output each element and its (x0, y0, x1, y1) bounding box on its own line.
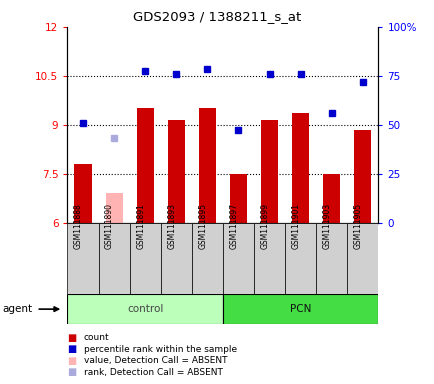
Bar (230, 174, 247, 223)
Bar (260, 120, 277, 223)
Bar (136, 109, 153, 223)
Bar (105, 194, 122, 223)
Text: ■: ■ (67, 367, 76, 377)
Text: GSM111905: GSM111905 (353, 203, 362, 249)
Text: GSM111891: GSM111891 (136, 204, 145, 249)
Text: GSM111901: GSM111901 (291, 203, 300, 249)
Bar (222, 223, 253, 294)
Bar (222, 294, 378, 324)
Bar (161, 223, 191, 294)
Bar (346, 223, 378, 294)
Bar (354, 130, 371, 223)
Bar (67, 223, 98, 294)
Bar (191, 223, 223, 294)
Bar (198, 109, 215, 223)
Bar (316, 223, 347, 294)
Text: GSM111897: GSM111897 (229, 203, 238, 249)
Text: GSM111895: GSM111895 (198, 203, 207, 249)
Text: value, Detection Call = ABSENT: value, Detection Call = ABSENT (84, 356, 227, 366)
Text: control: control (127, 304, 163, 314)
Text: percentile rank within the sample: percentile rank within the sample (84, 345, 237, 354)
Text: GSM111903: GSM111903 (322, 203, 331, 249)
Text: PCN: PCN (289, 304, 311, 314)
Bar (98, 223, 129, 294)
Text: count: count (84, 333, 109, 343)
Bar (168, 120, 184, 223)
Text: ■: ■ (67, 356, 76, 366)
Text: agent: agent (2, 304, 32, 314)
Bar (253, 223, 285, 294)
Text: GSM111888: GSM111888 (74, 204, 83, 249)
Bar (322, 174, 339, 223)
Text: ■: ■ (67, 333, 76, 343)
Text: rank, Detection Call = ABSENT: rank, Detection Call = ABSENT (84, 368, 222, 377)
Bar (285, 223, 316, 294)
Text: GSM111899: GSM111899 (260, 203, 269, 249)
Bar (129, 223, 161, 294)
Text: GSM111890: GSM111890 (105, 203, 114, 249)
Bar (74, 164, 91, 223)
Text: GSM111893: GSM111893 (167, 203, 176, 249)
Text: ■: ■ (67, 344, 76, 354)
Bar (67, 294, 222, 324)
Bar (292, 113, 309, 223)
Text: GDS2093 / 1388211_s_at: GDS2093 / 1388211_s_at (133, 10, 301, 23)
